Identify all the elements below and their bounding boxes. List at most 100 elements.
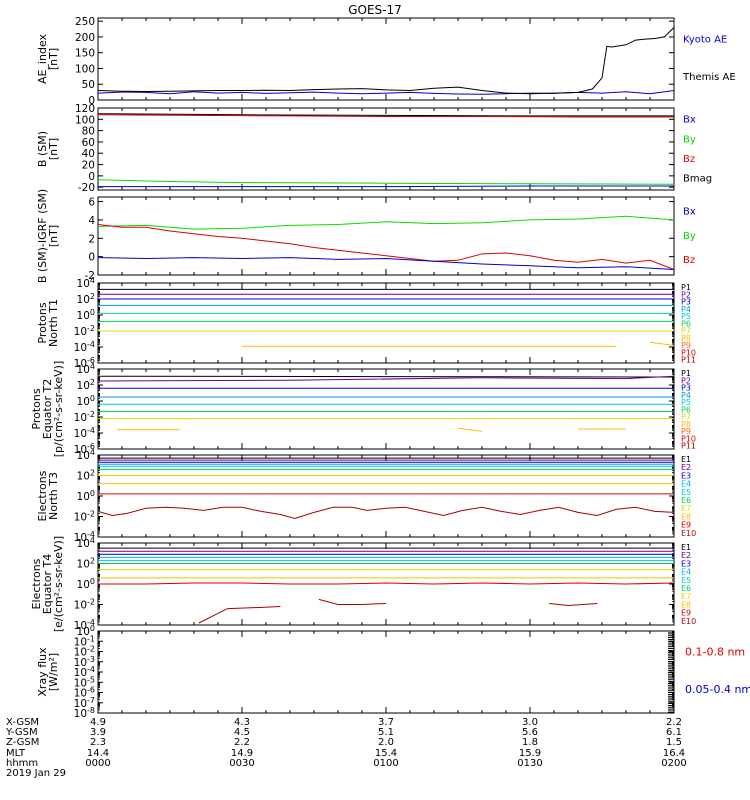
y-axis-title: [nT] [47, 225, 60, 247]
panel-frame [97, 17, 675, 101]
y-tick-label: 10-2 [74, 324, 95, 338]
y-tick-label: 104 [77, 276, 95, 290]
y-tick-label: 100 [77, 489, 95, 503]
ephemeris-value: 0200 [661, 758, 686, 769]
legend-xray-0-05-0-4-nm: 0.05-0.4 nm [685, 683, 750, 696]
y-axis-title: Protons [36, 302, 49, 343]
legend-pnorth-p10: P10 [681, 348, 696, 357]
y-tick-label: 120 [75, 103, 95, 115]
ephemeris-value: 2.0 [378, 737, 394, 748]
panel-frame [97, 282, 675, 364]
series-enorth-e10 [97, 506, 675, 520]
ephemeris-value: 4.3 [234, 717, 250, 728]
series-pnorth-p8b [649, 341, 675, 346]
legend-enorth-e8: E8 [681, 512, 691, 521]
series-eequator-e10c [549, 603, 598, 607]
y-axis-title: Electrons [30, 558, 43, 609]
y-axis-title: [W/m²] [47, 653, 60, 691]
legend-pequator-p7: P7 [681, 413, 691, 422]
y-tick-label: 2 [88, 233, 95, 245]
legend-eequator-e1: E1 [681, 543, 691, 552]
ephemeris-value: 0130 [517, 758, 542, 769]
y-tick-label: 40 [82, 148, 95, 160]
legend-pnorth-p2: P2 [681, 290, 691, 299]
ephemeris-value: 3.9 [90, 727, 106, 738]
legend-enorth-e10: E10 [681, 529, 696, 538]
legend-eequator-e8: E8 [681, 600, 691, 609]
legend-pequator-p2: P2 [681, 376, 691, 385]
legend-pequator-p1: P1 [681, 369, 691, 378]
legend-eequator-e2: E2 [681, 551, 691, 560]
legend-pnorth-p3: P3 [681, 298, 691, 307]
y-tick-label: 10-4 [74, 618, 95, 632]
series-bsm-bx [98, 185, 674, 188]
legend-enorth-e3: E3 [681, 471, 691, 480]
legend-bsm-bz: Bz [683, 154, 695, 165]
legend-bsmigrf-bz: Bz [683, 255, 695, 266]
legend-pnorth-p8: P8 [681, 334, 691, 343]
legend-eequator-e3: E3 [681, 559, 691, 568]
legend-eequator-e5: E5 [681, 576, 691, 585]
ephemeris-value: 0000 [85, 758, 110, 769]
series-ae-themis-ae [97, 27, 675, 95]
ephemeris-value: 14.9 [231, 748, 253, 759]
legend-pnorth-p7: P7 [681, 327, 691, 336]
y-tick-label: 10-6 [74, 356, 95, 370]
series-pequator-p2 [97, 375, 675, 382]
panel-frame [97, 542, 675, 626]
y-axis-title: B (SM)-IGRF (SM) [36, 189, 49, 283]
ephemeris-value: 4.5 [234, 727, 250, 738]
y-tick-label: 200 [75, 32, 95, 44]
ephemeris-value: 15.4 [375, 748, 397, 759]
y-tick-label: 80 [82, 126, 95, 138]
y-tick-label: 250 [75, 16, 95, 28]
legend-enorth-e9: E9 [681, 521, 691, 530]
y-tick-label: 100 [75, 63, 95, 75]
series-bsm-by [97, 179, 675, 185]
series-bsmigrf-bz [97, 224, 675, 270]
y-tick-label: 0 [88, 95, 95, 107]
panel-ae: 0 50 100 150 200 250 AE_index[nT] Kyoto AE Themi… [36, 16, 736, 107]
legend-enorth-e6: E6 [681, 496, 691, 505]
legend-enorth-e1: E1 [681, 455, 691, 464]
y-tick-label: 50 [82, 79, 95, 91]
y-tick-label: 10-6 [74, 686, 95, 700]
legend-pnorth-p5: P5 [681, 312, 691, 321]
y-tick-label: 10-4 [74, 530, 95, 544]
y-tick-label: 10-4 [74, 665, 95, 679]
y-tick-label: 6 [88, 197, 95, 209]
legend-pnorth-p9: P9 [681, 341, 691, 350]
legend-bsm-bx: Bx [683, 115, 696, 126]
ephemeris-value: 3.0 [522, 717, 538, 728]
ephemeris-value: 16.4 [663, 748, 685, 759]
legend-bsmigrf-bx: Bx [683, 206, 696, 217]
y-tick-label: 10-5 [74, 675, 95, 689]
legend-pequator-p3: P3 [681, 384, 691, 393]
y-axis-title: North T1 [47, 299, 60, 347]
legend-eequator-e6: E6 [681, 584, 691, 593]
series-bsmigrf-by [97, 215, 675, 230]
y-tick-label: 100 [77, 394, 95, 408]
y-tick-label: 10-8 [74, 706, 95, 720]
y-tick-label: 100 [77, 577, 95, 591]
series-bsm-bz [97, 114, 674, 118]
y-axis-title: Equator T2 [41, 379, 54, 439]
y-tick-label: 102 [77, 292, 95, 306]
legend-ae-themis-ae: Themis AE [682, 72, 736, 83]
y-tick-label: 20 [82, 160, 95, 172]
ephemeris-date: 2019 Jan 29 [6, 768, 66, 779]
y-tick-label: 102 [77, 557, 95, 571]
legend-enorth-e4: E4 [681, 480, 691, 489]
y-tick-label: 102 [77, 469, 95, 483]
y-tick-label: 10-2 [74, 598, 95, 612]
panel-frame [97, 196, 675, 276]
series-bsmigrf-bx [97, 257, 675, 270]
legend-pequator-p10: P10 [681, 434, 696, 443]
series-eequator-e9 [98, 582, 675, 585]
